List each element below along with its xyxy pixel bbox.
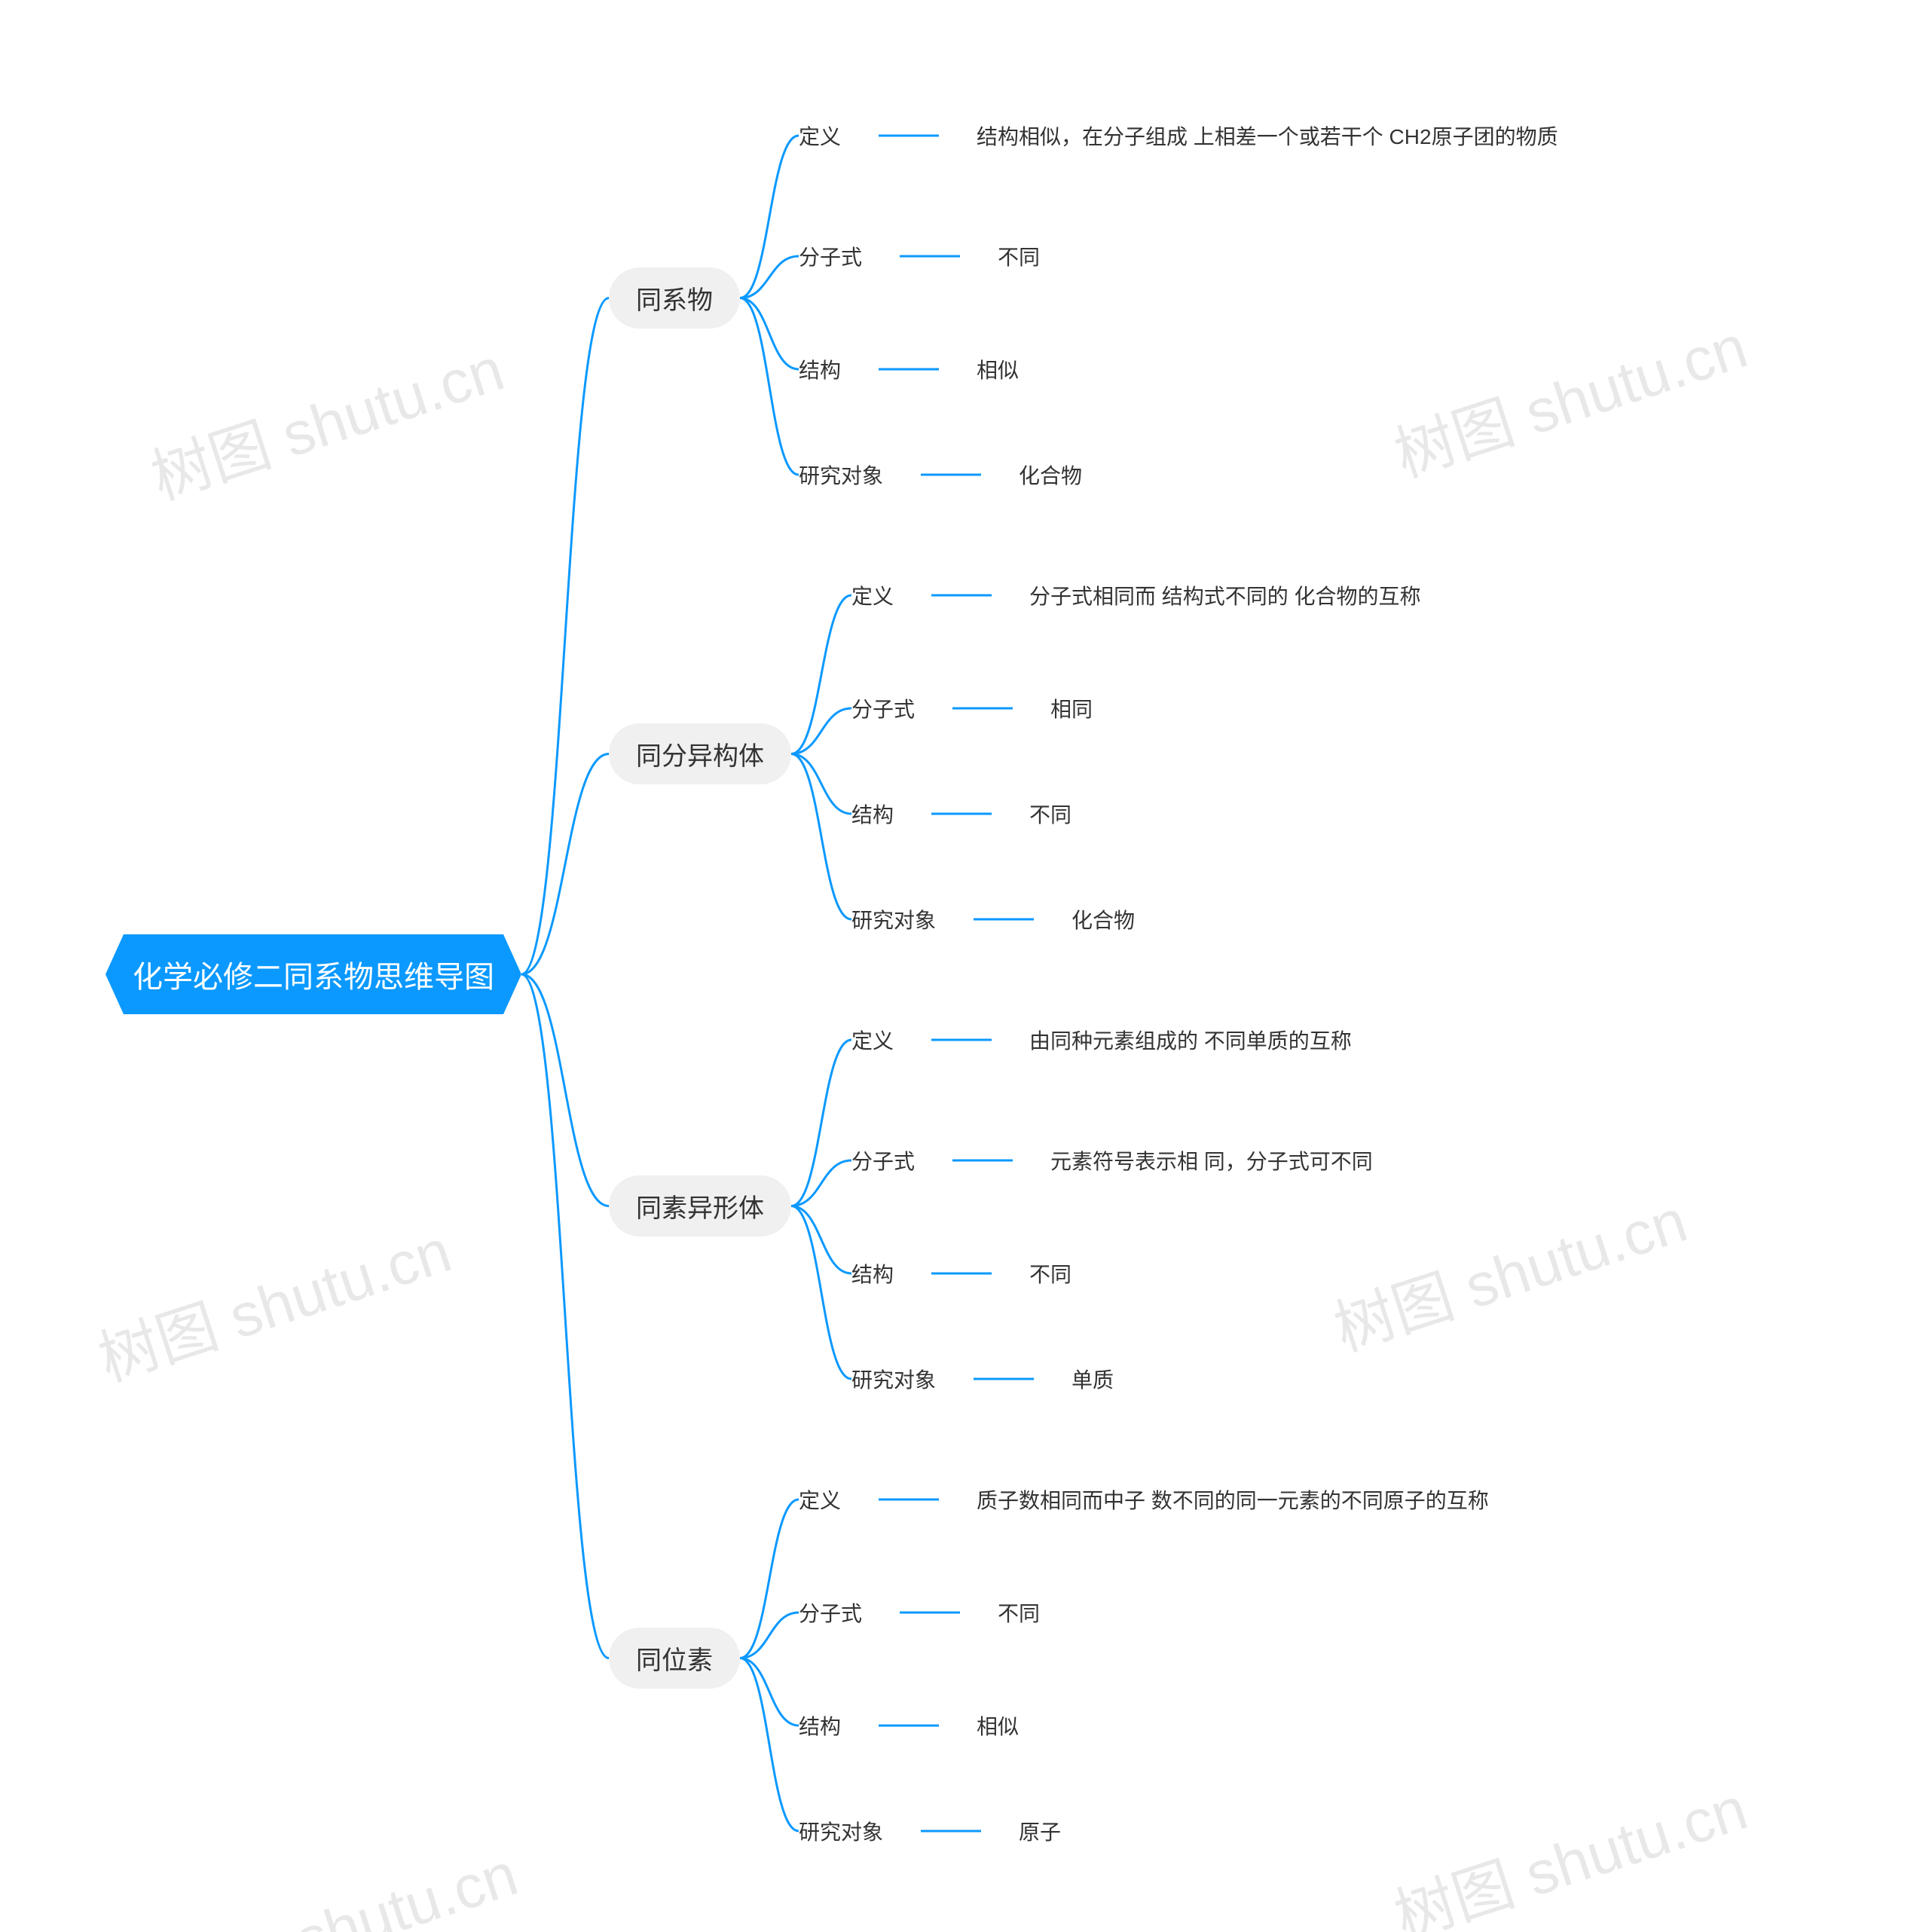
branch-node: 同素异形体 bbox=[609, 1175, 791, 1237]
level3-node: 质子数相同而中子 数不同的同一元素的不同原子的互称 bbox=[977, 1484, 1489, 1515]
level3-node: 相似 bbox=[977, 1710, 1019, 1741]
watermark: 树图 shutu.cn bbox=[1382, 1760, 1756, 1932]
root-node: 化学必修二同系物思维导图 bbox=[105, 934, 521, 1014]
level2-node: 分子式 bbox=[799, 241, 862, 271]
level3-node: 不同 bbox=[998, 1597, 1040, 1628]
level2-node: 结构 bbox=[851, 1258, 894, 1289]
level3-node: 相同 bbox=[1050, 693, 1093, 723]
branch-node: 同系物 bbox=[609, 267, 740, 329]
level3-node: 单质 bbox=[1071, 1364, 1114, 1394]
level2-node: 定义 bbox=[851, 1025, 894, 1055]
level3-node: 不同 bbox=[1029, 799, 1071, 829]
watermark: 树图 shutu.cn bbox=[86, 1203, 460, 1399]
level2-node: 定义 bbox=[799, 1484, 841, 1515]
level3-node: 分子式相同而 结构式不同的 化合物的互称 bbox=[1029, 580, 1421, 610]
level2-node: 结构 bbox=[799, 1710, 841, 1741]
level3-node: 原子 bbox=[1019, 1816, 1061, 1846]
level2-node: 分子式 bbox=[851, 1145, 915, 1175]
level2-node: 研究对象 bbox=[799, 1816, 883, 1846]
level3-node: 相似 bbox=[977, 354, 1019, 384]
level2-node: 结构 bbox=[851, 799, 894, 829]
level3-node: 化合物 bbox=[1071, 904, 1135, 934]
level2-node: 研究对象 bbox=[851, 904, 936, 934]
level2-node: 定义 bbox=[851, 580, 894, 610]
branch-node: 同位素 bbox=[609, 1628, 740, 1689]
level3-node: 结构相似，在分子组成 上相差一个或若干个 CH2原子团的物质 bbox=[977, 121, 1558, 151]
branch-node: 同分异构体 bbox=[609, 723, 791, 784]
level2-node: 分子式 bbox=[851, 693, 915, 723]
level2-node: 分子式 bbox=[799, 1597, 862, 1628]
level3-node: 由同种元素组成的 不同单质的互称 bbox=[1029, 1025, 1352, 1055]
watermark: 树图 shutu.cn bbox=[1322, 1172, 1696, 1368]
mindmap-canvas: 树图 shutu.cn 树图 shutu.cn 树图 shutu.cn 树图 shut… bbox=[0, 0, 1929, 1932]
level2-node: 定义 bbox=[799, 121, 841, 151]
level3-node: 元素符号表示相 同，分子式可不同 bbox=[1050, 1145, 1373, 1175]
level2-node: 结构 bbox=[799, 354, 841, 384]
watermark: 树图 shutu.cn bbox=[139, 321, 513, 517]
level2-node: 研究对象 bbox=[799, 460, 883, 490]
level3-node: 化合物 bbox=[1019, 460, 1082, 490]
level3-node: 不同 bbox=[1029, 1258, 1071, 1289]
watermark: shutu.cn bbox=[288, 1839, 526, 1932]
watermark: 树图 shutu.cn bbox=[1382, 298, 1756, 494]
level2-node: 研究对象 bbox=[851, 1364, 936, 1394]
level3-node: 不同 bbox=[998, 241, 1040, 271]
